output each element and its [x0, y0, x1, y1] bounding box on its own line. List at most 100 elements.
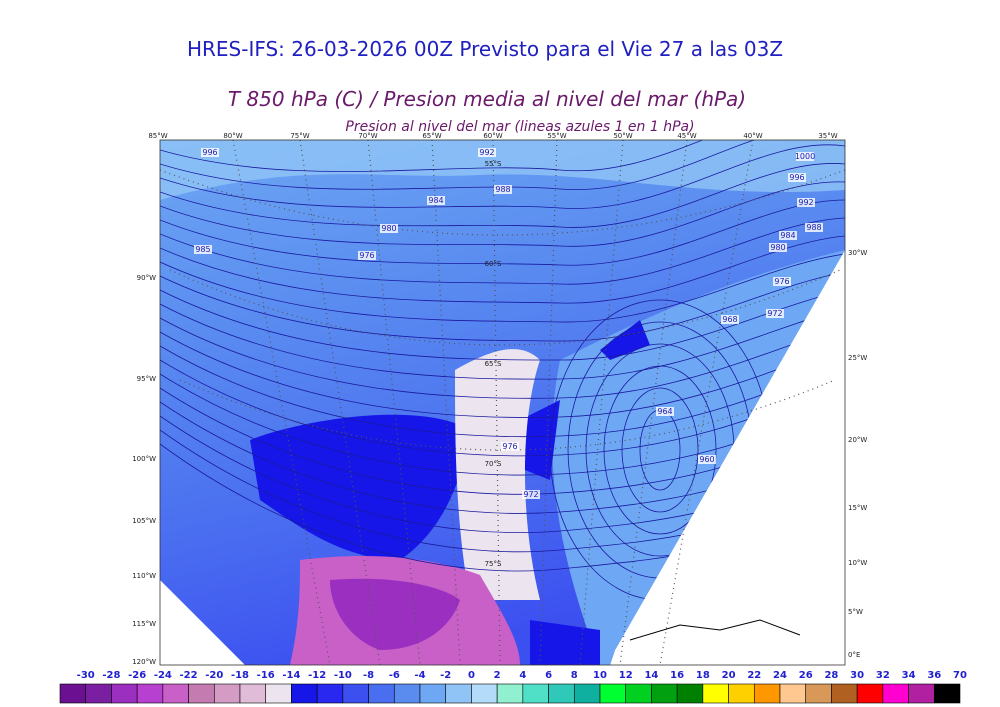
colorbar-tick-label: -20: [205, 670, 223, 681]
isobar: [160, 140, 845, 172]
colorbar-tick-label: 30: [850, 670, 864, 681]
colorbar-swatch: [728, 683, 755, 704]
colorbar: -30 -28 -26 -24 -22 -20 -18 -16 -14 -12 -10 -8 -6 -4-…: [59, 670, 967, 704]
lon-label: 30°W: [848, 249, 867, 257]
lon-label: 60°W: [483, 132, 502, 140]
lon-label: 40°W: [743, 132, 762, 140]
lat-label: 55°S: [485, 160, 502, 168]
lon-label: 75°W: [290, 132, 309, 140]
colorbar-swatch: [676, 683, 704, 704]
colorbar-swatch: [831, 683, 858, 704]
lat-label: 60°S: [485, 260, 502, 268]
isobar-label: 1000: [795, 152, 815, 161]
isobar-label: 976: [774, 277, 789, 286]
isobar-label-bg: [769, 243, 787, 252]
colorbar-tick-label: 10: [593, 670, 607, 681]
colorbar-tick-label: -28: [102, 670, 120, 681]
isobar-label: 972: [523, 490, 538, 499]
labels: 85°W 80°W 75°W 70°W 65°W 60°W 55°W 50°W 45°W 40°W…: [132, 132, 867, 666]
isobar-label: 964: [657, 407, 672, 416]
colorbar-tick-label: -18: [231, 670, 249, 681]
colorbar-tick-label: -8: [363, 670, 374, 681]
isobar-label-bg: [766, 309, 784, 318]
isobar-label: 972: [767, 309, 782, 318]
lon-label: 25°W: [848, 354, 867, 362]
colorbar-swatch: [908, 683, 935, 704]
colorbar-swatch: [882, 683, 909, 704]
colorbar-tick-label: -14: [282, 670, 300, 681]
colorbar-tick-label: 12: [619, 670, 633, 681]
colorbar-tick-label: 6: [545, 670, 552, 681]
isobar-label: 985: [195, 245, 210, 254]
colorbar-swatch: [85, 683, 112, 704]
note: Presion al nivel del mar (lineas azules …: [345, 119, 694, 135]
isobar-label: 992: [798, 198, 813, 207]
isobar-label: 980: [770, 243, 785, 252]
isobar: [160, 217, 845, 285]
colorbar-swatch: [368, 683, 395, 704]
isobar: [160, 181, 845, 247]
isobar-label: 988: [495, 185, 510, 194]
isobar-label-bg: [494, 185, 512, 194]
colorbar-tick-label: 24: [773, 670, 787, 681]
colorbar-swatch: [111, 683, 138, 704]
colorbar-tick-label: -4: [414, 670, 425, 681]
lat-label: 75°S: [485, 560, 502, 568]
lon-label: 70°W: [358, 132, 377, 140]
colorbar-swatch: [522, 683, 549, 704]
colorbar-tick-label: 0: [468, 670, 475, 681]
isobar-label-bg: [797, 198, 815, 207]
lat-label: 65°S: [485, 360, 502, 368]
lon-label: 105°W: [132, 517, 156, 525]
colorbar-tick-label: 22: [747, 670, 761, 681]
lon-label: 100°W: [132, 455, 156, 463]
isobar-label-bg: [501, 442, 519, 451]
isobar-label: 980: [381, 224, 396, 233]
isobar-label: 996: [202, 148, 217, 157]
colorbar-tick-label: 28: [824, 670, 838, 681]
lat-label: 70°S: [485, 460, 502, 468]
isobar-label-bg: [380, 224, 398, 233]
lon-label: 90°W: [137, 274, 156, 282]
isobar-label: 960: [699, 455, 714, 464]
isobar: [160, 144, 845, 209]
colorbar-tick-label: 36: [927, 670, 941, 681]
isobar-label-bg: [779, 231, 797, 240]
map-field: [160, 140, 845, 665]
colorbar-swatch: [625, 683, 652, 704]
lon-label: 115°W: [132, 620, 156, 628]
lon-label: 85°W: [148, 132, 167, 140]
map-frame: [159, 139, 846, 666]
colorbar-tick-label: -22: [180, 670, 198, 681]
colorbar-tick-label: 2: [494, 670, 501, 681]
isobar: [160, 345, 845, 438]
lon-label: 65°W: [422, 132, 441, 140]
isobar-label-bg: [773, 277, 791, 286]
colorbar-swatch: [753, 683, 781, 704]
isobar-label-bg: [478, 148, 496, 157]
colorbar-swatch: [59, 683, 87, 704]
colorbar-swatch: [136, 683, 164, 704]
colorbar-swatch: [856, 683, 884, 704]
lon-label: 110°W: [132, 572, 156, 580]
colorbar-swatch: [239, 683, 267, 704]
lon-label: 50°W: [613, 132, 632, 140]
isobar-label: 992: [479, 148, 494, 157]
colorbar-tick-label: -24: [154, 670, 172, 681]
colorbar-swatch: [291, 683, 318, 704]
isobar: [621, 387, 699, 513]
isobar: [160, 199, 845, 266]
colorbar-tick-label: 18: [696, 670, 710, 681]
isobar: [160, 303, 845, 380]
colorbar-tick-label: -10: [334, 670, 352, 681]
isobar-label: 984: [780, 231, 795, 240]
coastline: [629, 619, 801, 641]
colorbar-tick-label: 4: [519, 670, 526, 681]
colorbar-tick-label: 14: [644, 670, 658, 681]
lon-label: 95°W: [137, 375, 156, 383]
colorbar-swatch: [496, 683, 524, 704]
isobar-label-bg: [522, 490, 540, 499]
lon-label: 120°W: [132, 658, 156, 666]
colorbar-swatch: [805, 683, 832, 704]
lon-label: 20°W: [848, 436, 867, 444]
